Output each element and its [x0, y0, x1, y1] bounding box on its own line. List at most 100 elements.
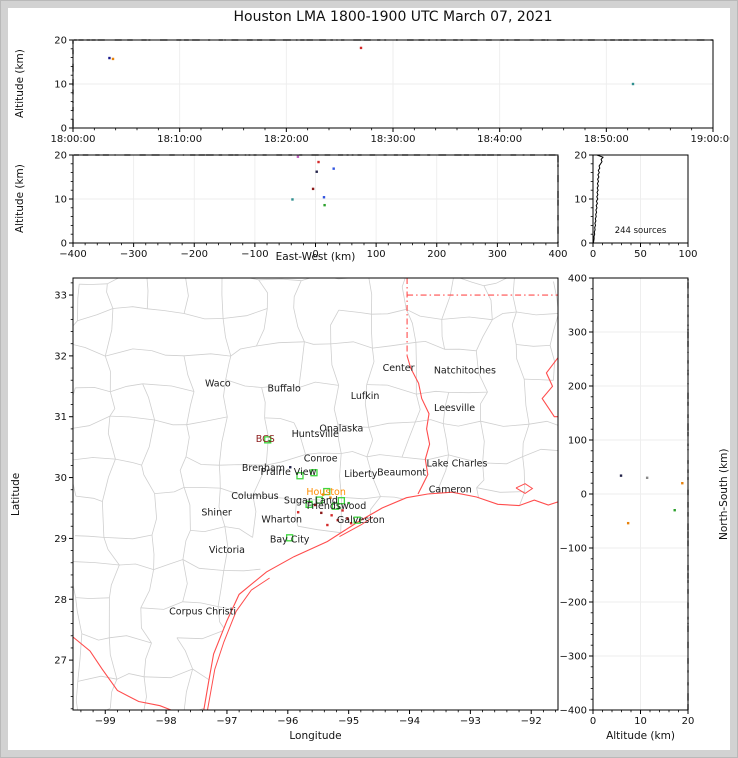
county-line	[190, 526, 225, 533]
county-line	[401, 454, 449, 461]
county-line	[218, 465, 221, 489]
county-line	[515, 670, 526, 710]
map-city-label: Leesville	[434, 403, 475, 414]
county-line	[409, 595, 442, 601]
county-line	[441, 597, 478, 603]
county-line	[104, 355, 111, 392]
county-line	[366, 454, 403, 458]
county-line	[441, 319, 445, 350]
county-line	[409, 595, 412, 630]
county-line	[112, 306, 148, 310]
map-source-point	[349, 522, 353, 525]
y-tick-label: 10	[54, 80, 67, 91]
lma-station-marker	[323, 487, 331, 496]
county-line	[448, 391, 488, 394]
county-line	[104, 308, 114, 357]
marsh-island	[515, 483, 534, 494]
x-tick-label: −300	[120, 249, 147, 260]
county-line	[182, 601, 219, 607]
panel-frame	[72, 277, 559, 711]
county-line	[221, 674, 265, 683]
source-point	[626, 521, 630, 525]
county-line	[337, 423, 369, 428]
lma-station-marker	[353, 516, 361, 524]
county-line	[79, 283, 108, 285]
county-line	[73, 387, 76, 429]
county-line	[516, 311, 558, 316]
x-tick-label: −99	[95, 716, 116, 727]
x-tick-label: 18:30:00	[371, 134, 416, 145]
county-line	[261, 384, 299, 388]
map-source-point	[320, 511, 323, 515]
county-line	[406, 308, 442, 320]
x-tick-label: 18:10:00	[157, 134, 202, 145]
county-line	[414, 394, 421, 423]
county-line	[109, 415, 155, 421]
county-line	[293, 422, 306, 455]
county-line	[380, 496, 411, 501]
county-line	[330, 343, 340, 386]
county-line	[366, 348, 375, 385]
county-line	[411, 629, 444, 644]
y-tick-label: 30	[54, 473, 67, 484]
county-line	[364, 384, 370, 428]
county-line	[479, 532, 482, 569]
map-city-label: Lufkin	[351, 391, 380, 402]
x-tick-label: 0	[312, 249, 318, 260]
county-line	[75, 387, 111, 393]
county-line	[516, 344, 551, 347]
map-source-point	[296, 511, 300, 514]
county-line	[186, 391, 195, 425]
county-line	[182, 559, 224, 571]
county-line	[489, 669, 517, 680]
county-line	[144, 668, 193, 679]
county-line	[73, 561, 76, 598]
galveston-island	[339, 516, 374, 538]
county-line	[75, 681, 79, 710]
county-line	[258, 279, 268, 309]
county-line	[77, 675, 117, 682]
county-line	[110, 383, 143, 393]
x-tick-label: 200	[427, 249, 446, 260]
county-line	[153, 559, 184, 570]
county-line	[230, 345, 257, 357]
county-line	[102, 458, 116, 502]
county-line	[515, 669, 553, 677]
county-line	[176, 629, 226, 640]
county-line	[476, 487, 481, 534]
county-line	[183, 487, 191, 531]
county-line	[416, 390, 449, 395]
county-line	[482, 456, 523, 465]
county-line	[73, 561, 120, 566]
county-line	[185, 424, 190, 457]
coastline	[203, 491, 559, 711]
plot-title: Houston LMA 1800-1900 UTC March 07, 2021	[233, 9, 553, 25]
county-line	[522, 456, 526, 492]
map-city-label: Columbus	[231, 491, 278, 502]
map-city-label: Friendswood	[307, 501, 367, 512]
y-tick-label: 33	[54, 291, 67, 302]
map-xlabel: Longitude	[289, 730, 342, 742]
county-line	[401, 421, 416, 458]
county-line	[527, 559, 558, 570]
county-line	[143, 642, 152, 677]
county-line	[401, 668, 407, 705]
county-line	[73, 457, 116, 462]
county-line	[252, 495, 257, 538]
y-tick-label: 32	[54, 351, 67, 362]
map-city-label: BCS	[256, 434, 275, 445]
county-line	[223, 379, 228, 417]
time-height-ylabel: Altitude (km)	[14, 49, 26, 119]
map-city-label: Wharton	[261, 515, 302, 526]
county-line	[294, 499, 299, 527]
county-line	[483, 278, 515, 287]
county-line	[221, 278, 259, 281]
source-point	[645, 476, 649, 479]
county-line	[481, 559, 528, 569]
ns-height-xlabel: Altitude (km)	[606, 730, 675, 742]
x-tick-label: 100	[678, 249, 697, 260]
county-line	[444, 348, 477, 352]
x-tick-label: 100	[367, 249, 386, 260]
county-line	[218, 488, 226, 527]
map-city-label: Liberty	[344, 469, 377, 480]
